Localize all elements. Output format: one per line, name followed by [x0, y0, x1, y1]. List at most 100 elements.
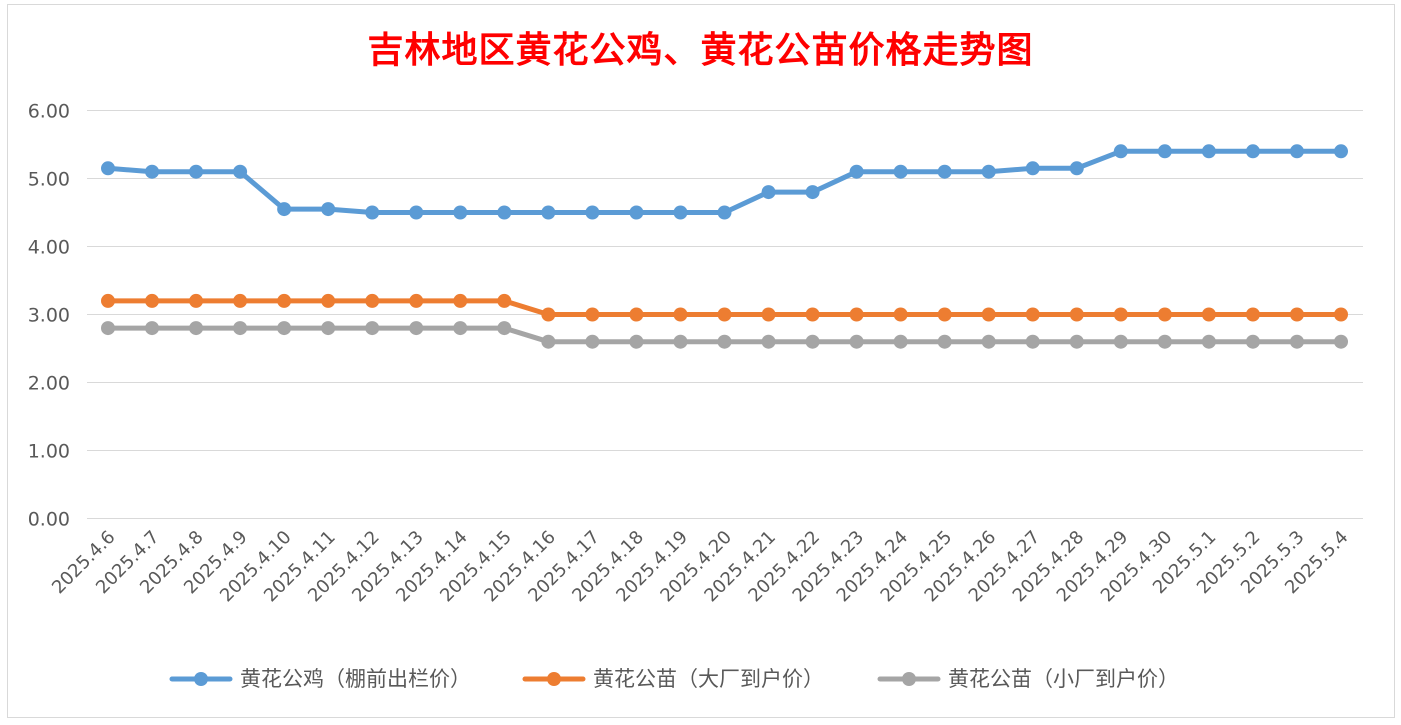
- data-point: [937, 334, 952, 349]
- data-point: [629, 307, 644, 322]
- data-point: [937, 164, 952, 179]
- data-point: [673, 334, 688, 349]
- data-point: [277, 202, 292, 217]
- data-point: [585, 307, 600, 322]
- data-point: [189, 164, 204, 179]
- data-point: [1113, 307, 1128, 322]
- data-point: [145, 293, 160, 308]
- data-point: [541, 205, 556, 220]
- data-point: [1334, 334, 1348, 349]
- data-point: [1069, 334, 1084, 349]
- y-tick-label: 5.00: [28, 169, 70, 191]
- data-point: [1113, 144, 1128, 159]
- data-point: [541, 334, 556, 349]
- data-point: [1157, 307, 1172, 322]
- legend-label: 黄花公苗（大厂到户价）: [593, 667, 824, 691]
- data-point: [1245, 307, 1260, 322]
- data-point: [805, 307, 820, 322]
- series-3: [101, 321, 1348, 349]
- data-point: [453, 293, 468, 308]
- data-point: [893, 334, 908, 349]
- data-point: [409, 293, 424, 308]
- data-point: [1157, 144, 1172, 159]
- data-point: [365, 293, 380, 308]
- data-point: [849, 307, 864, 322]
- data-point: [1201, 144, 1216, 159]
- data-point: [541, 307, 556, 322]
- data-point: [101, 321, 115, 336]
- legend-marker: [547, 672, 561, 686]
- x-axis-ticks: 2025.4.62025.4.72025.4.82025.4.92025.4.1…: [48, 527, 1353, 607]
- data-point: [1334, 144, 1348, 159]
- data-point: [365, 321, 380, 336]
- data-point: [497, 321, 512, 336]
- data-point: [1245, 334, 1260, 349]
- data-point: [981, 334, 996, 349]
- data-point: [761, 334, 776, 349]
- y-tick-label: 3.00: [28, 305, 70, 327]
- series-1: [101, 144, 1348, 220]
- y-tick-label: 6.00: [28, 101, 70, 123]
- legend-label: 黄花公苗（小厂到户价）: [948, 667, 1179, 691]
- data-point: [1069, 307, 1084, 322]
- data-point: [585, 334, 600, 349]
- data-point: [1334, 307, 1348, 322]
- data-point: [453, 321, 468, 336]
- data-point: [805, 185, 820, 200]
- data-point: [717, 307, 732, 322]
- data-point: [981, 164, 996, 179]
- y-tick-label: 0.00: [28, 509, 70, 531]
- data-point: [893, 164, 908, 179]
- data-point: [453, 205, 468, 220]
- data-point: [1201, 334, 1216, 349]
- data-point: [321, 202, 336, 217]
- data-point: [1069, 161, 1084, 176]
- data-point: [409, 205, 424, 220]
- data-point: [145, 321, 160, 336]
- data-point: [321, 321, 336, 336]
- data-point: [893, 307, 908, 322]
- series-2: [101, 293, 1348, 322]
- data-point: [1289, 307, 1304, 322]
- data-point: [277, 293, 292, 308]
- data-point: [497, 205, 512, 220]
- data-point: [1245, 144, 1260, 159]
- legend-entry: 黄花公苗（小厂到户价）: [877, 667, 1179, 691]
- legend-entry: 黄花公鸡（棚前出栏价）: [169, 667, 471, 691]
- y-tick-label: 4.00: [28, 237, 70, 259]
- data-point: [1157, 334, 1172, 349]
- y-tick-label: 1.00: [28, 441, 70, 463]
- y-axis-ticks: 0.00 1.00 2.00 3.00 4.00 5.00 6.00: [28, 101, 70, 531]
- data-point: [409, 321, 424, 336]
- data-point: [805, 334, 820, 349]
- data-point: [761, 185, 776, 200]
- data-point: [629, 334, 644, 349]
- data-point: [1113, 334, 1128, 349]
- data-point: [101, 293, 115, 308]
- series-group: [101, 144, 1348, 349]
- series-line: [105, 148, 1344, 215]
- data-point: [277, 321, 292, 336]
- data-point: [717, 205, 732, 220]
- data-point: [1289, 334, 1304, 349]
- data-point: [365, 205, 380, 220]
- data-point: [1025, 161, 1040, 176]
- data-point: [145, 164, 160, 179]
- data-point: [233, 164, 248, 179]
- y-tick-label: 2.00: [28, 373, 70, 395]
- data-point: [585, 205, 600, 220]
- data-point: [189, 321, 204, 336]
- data-point: [189, 293, 204, 308]
- legend: 黄花公鸡（棚前出栏价） 黄花公苗（大厂到户价） 黄花公苗（小厂到户价）: [169, 667, 1179, 691]
- data-point: [673, 307, 688, 322]
- data-point: [673, 205, 688, 220]
- legend-label: 黄花公鸡（棚前出栏价）: [240, 667, 471, 691]
- legend-entry: 黄花公苗（大厂到户价）: [522, 667, 824, 691]
- chart-frame: [7, 4, 1395, 718]
- data-point: [849, 164, 864, 179]
- data-point: [981, 307, 996, 322]
- data-point: [1201, 307, 1216, 322]
- data-point: [629, 205, 644, 220]
- data-point: [497, 293, 512, 308]
